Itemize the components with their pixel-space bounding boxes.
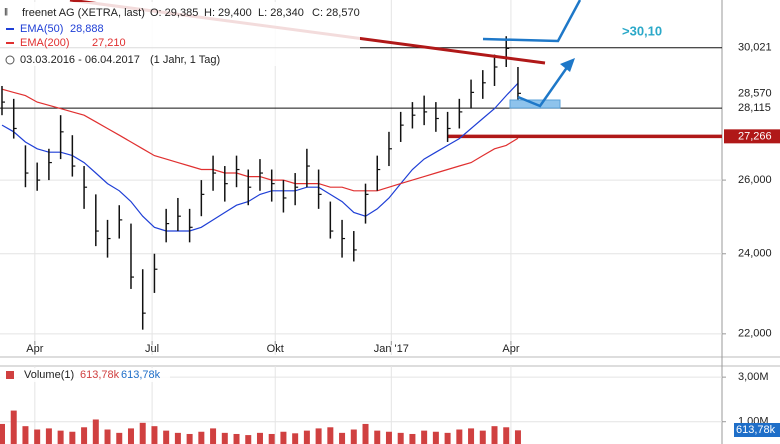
volume-bar [233, 433, 240, 444]
volume-name: Volume(1) [24, 369, 74, 381]
price-tag-box [724, 101, 780, 116]
x-tick-label: Jul [145, 343, 159, 355]
annotation-label: >30,10 [622, 23, 662, 38]
volume-bar [421, 430, 428, 444]
volume-bar [22, 426, 29, 444]
legend-value: 28,888 [70, 23, 104, 35]
volume-bar [174, 432, 181, 444]
volume-bar [292, 433, 299, 444]
volume-bar [57, 430, 64, 444]
volume-bar [34, 429, 41, 444]
volume-bar [151, 426, 158, 444]
volume-bar [163, 430, 170, 444]
volume-bar [139, 422, 146, 444]
y-tick-label: 26,000 [738, 174, 772, 186]
volume-bar [397, 432, 404, 444]
volume-bar [514, 430, 521, 444]
ohlc-label: O: 29,385 [150, 7, 198, 19]
volume-bar [10, 410, 17, 444]
volume-tag: 613,78k [736, 424, 776, 436]
volume-bar [186, 433, 193, 444]
volume-bar [245, 435, 252, 444]
period: 03.03.2016 - 06.04.2017 [20, 54, 140, 66]
volume-bar [385, 431, 392, 444]
volume-bar [210, 428, 217, 444]
volume-bar [374, 430, 381, 444]
volume-bar [350, 429, 357, 444]
price-tag: 30,021 [738, 42, 772, 54]
volume-bar [491, 426, 498, 444]
price-tag-box [724, 129, 780, 144]
volume-bar [116, 432, 123, 444]
volume-bar [69, 431, 76, 444]
volume-bar [327, 427, 334, 444]
volume-bar [303, 430, 310, 444]
ohlc-icon: ‖ [4, 8, 8, 19]
legend-label: EMA(200) [20, 37, 70, 49]
target-line [482, 0, 582, 43]
volume-bar [104, 429, 111, 444]
legend-label: EMA(50) [20, 23, 63, 35]
volume-icon [6, 371, 14, 379]
x-tick-label: Apr [26, 343, 43, 355]
arrow-head [560, 58, 575, 72]
volume-bar [339, 432, 346, 444]
y-tick-label: 22,000 [738, 328, 772, 340]
volume-bar [362, 423, 369, 444]
legend-value: 27,210 [92, 37, 126, 49]
price-tag: 28,115 [738, 102, 771, 114]
y-tick-label: 24,000 [738, 248, 772, 260]
arrow [517, 65, 570, 108]
volume-bar [127, 428, 134, 444]
price-tag-box [724, 86, 780, 101]
volume-bar [503, 427, 510, 444]
legend-bg [0, 2, 360, 66]
period-note: (1 Jahr, 1 Tag) [150, 54, 220, 66]
ohlc-label: L: 28,340 [258, 7, 304, 19]
volume-bar [456, 429, 463, 444]
price-tag: 27,266 [738, 130, 772, 142]
volume-bar [221, 432, 228, 444]
volume-bar [432, 431, 439, 444]
price-tag-box [724, 40, 780, 55]
volume-bar [468, 428, 475, 444]
x-tick-label: Apr [502, 343, 519, 355]
price-tag: 28,570 [738, 87, 772, 99]
volume-bar [409, 433, 416, 444]
volume-bar [280, 431, 287, 444]
ohlc-label: C: 28,570 [312, 7, 360, 19]
volume-bar [198, 431, 205, 444]
volume-bar [81, 427, 88, 444]
volume-bar [479, 430, 486, 444]
volume-bar [92, 419, 99, 444]
volume-tag-box [734, 423, 780, 437]
clock-icon [5, 55, 15, 65]
volume-bar [315, 428, 322, 444]
volume-bar [0, 423, 5, 444]
volume-legend-value: 613,78k [80, 369, 120, 381]
ohlc-label: H: 29,400 [204, 7, 252, 19]
legend-bg [0, 368, 170, 382]
volume-bar [268, 433, 275, 444]
volume-bar [45, 428, 52, 444]
x-tick-label: Jan '17 [374, 343, 409, 355]
ema-line [1, 82, 519, 232]
volume-bar [256, 432, 263, 444]
x-tick-label: Okt [267, 343, 284, 355]
volume-legend-value: 613,78k [121, 369, 161, 381]
volume-bar [444, 432, 451, 444]
chart-title: freenet AG (XETRA, last) [22, 7, 145, 19]
y-tick-label: 3,00M [738, 371, 769, 383]
